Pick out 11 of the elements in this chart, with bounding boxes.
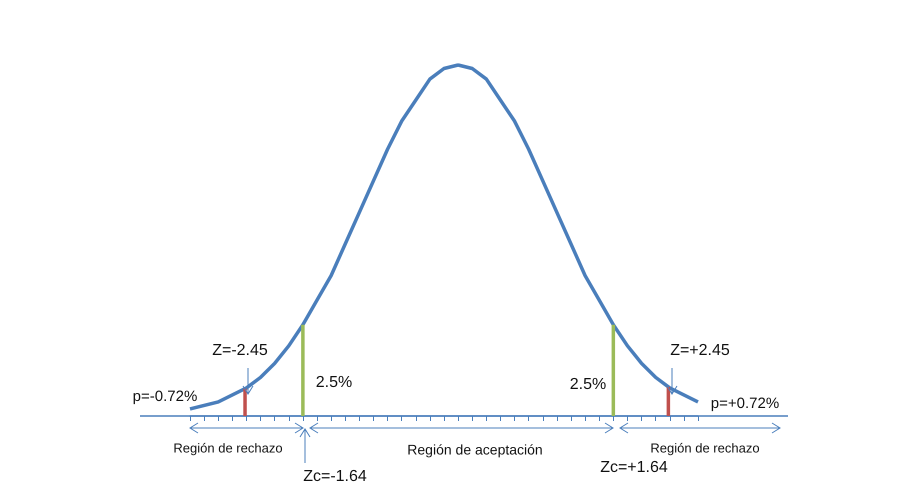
text: p=+0.72% <box>710 394 780 412</box>
text: Zc=+1.64 <box>600 459 668 476</box>
annotation: 2.5% <box>316 374 352 392</box>
annotation: Z=-2.45 <box>212 342 268 360</box>
text: Zc=-1.64 <box>303 468 367 486</box>
text: Región de aceptación <box>407 442 543 458</box>
text: Región de rechazo <box>650 440 760 456</box>
annotation: p=-0.72% <box>132 388 198 405</box>
annotation: 2.5% <box>570 376 606 394</box>
text: Región de rechazo <box>173 440 283 456</box>
annotation: Z=+2.45 <box>670 342 730 360</box>
